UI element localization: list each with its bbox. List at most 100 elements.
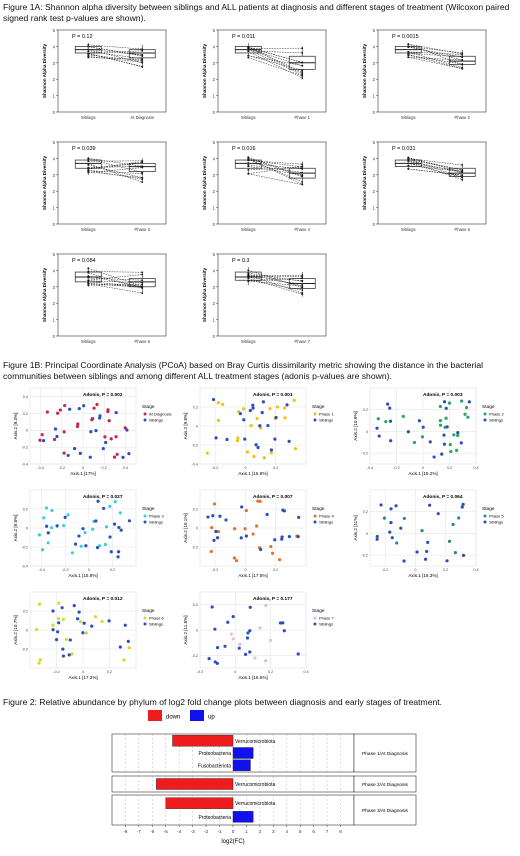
paired-line [408,57,463,61]
data-point [61,654,66,658]
y-axis-label: Shannon Alpha Diversity [42,43,47,98]
data-point [423,557,428,561]
data-point [55,524,59,528]
x-tick-label: 7 [326,829,329,834]
plot-frame [57,141,167,225]
data-point [94,429,98,433]
data-point [84,544,88,548]
data-point [114,435,118,439]
data-point [460,505,464,509]
paired-line [248,277,303,285]
data-point [205,451,209,455]
data-point [216,529,221,534]
data-point [245,636,250,640]
data-point [223,644,227,648]
y-tick-label: 0 [26,629,28,633]
data-point [214,529,218,534]
fold-change-bar [172,735,234,747]
data-point [377,434,381,438]
paired-line [88,53,143,68]
x-tick-label: 0 [232,829,235,834]
data-point [461,502,465,506]
data-point [255,524,259,528]
paired-line [248,49,303,76]
y-axis-label: Axis.2 [9.8%] [183,413,188,440]
data-point [75,424,80,429]
data-point [77,534,81,538]
data-point [67,653,71,657]
y-axis-label: Axis.2 [10.7%] [13,615,18,644]
data-point [464,406,469,410]
data-point [58,408,62,412]
data-point [89,430,93,434]
adonis-p-label: Adonis, P = 0.064 [423,494,463,500]
y-tick-label: 4 [373,156,376,161]
x-tick-label: 0.2 [447,466,452,470]
data-point [206,515,210,519]
data-point [265,512,269,517]
legend-title: Stage [312,404,325,410]
box [448,167,476,177]
data-point [40,548,45,552]
x-tick-label: -6 [150,829,155,834]
paired-line [88,271,143,273]
data-point [60,606,64,610]
data-point [386,402,390,406]
legend-label: Siblings [149,418,163,423]
plot-frame [57,253,167,337]
data-point [438,419,442,423]
y-axis-label: Shannon Alpha Diversity [362,43,367,98]
y-tick-label: 5 [373,28,376,33]
bar-label: Verrucomicrobiota [235,801,276,807]
x-tick-label: 0 [414,568,416,572]
data-point [100,619,104,624]
data-point [253,656,257,660]
data-point [399,526,403,530]
legend-swatch [313,412,317,416]
data-point [116,550,121,554]
adonis-p-label: Adonis, P = 0.003 [423,392,463,398]
data-point [251,406,255,410]
data-point [104,440,108,445]
legend-label: Siblings [149,520,163,525]
legend-label: Phase 6 [149,616,164,621]
sample-point [87,50,90,53]
data-point [70,551,75,555]
paired-line [408,46,463,54]
paired-line [88,272,143,289]
data-point [388,419,393,423]
sample-point [87,160,90,163]
legend-label: Phase 4 [319,514,334,519]
data-point [402,559,406,563]
box [234,159,262,169]
paired-line [248,46,303,73]
paired-line [248,173,303,185]
data-point [122,658,126,662]
paired-line [408,163,463,172]
x-tick-label: Siblings [81,339,96,344]
pcoa-panel: -0.2 0 0.2 -0.2 0 0.2 Axis.1 [17.5%] Axis.2 [10… [183,489,334,578]
data-point [115,452,119,456]
y-tick-label: -0.2 [21,648,28,652]
data-point [37,661,41,665]
x-tick-label: -0.2 [59,466,66,470]
data-point [214,436,218,440]
legend-swatch [143,520,147,524]
boxplot-panel: 0 1 2 3 4 5 Shannon Alpha Diversity P = 0.016 Si… [202,140,327,232]
data-point [77,407,81,411]
data-point [466,415,470,419]
data-point [395,541,399,545]
y-axis-label: Shannon Alpha Diversity [202,43,207,98]
data-point [270,551,275,555]
facet-strip [353,775,417,793]
data-point [212,538,216,542]
box [128,278,156,288]
y-tick-label: 5 [373,140,376,145]
y-tick-label: 4 [213,44,216,49]
legend-swatch [313,520,317,524]
y-tick-label: -0.2 [21,546,28,550]
data-point [242,407,246,411]
data-point [235,559,239,563]
y-tick-label: 5 [53,252,56,257]
adonis-p-label: Adonis, P = 0.027 [83,494,123,500]
